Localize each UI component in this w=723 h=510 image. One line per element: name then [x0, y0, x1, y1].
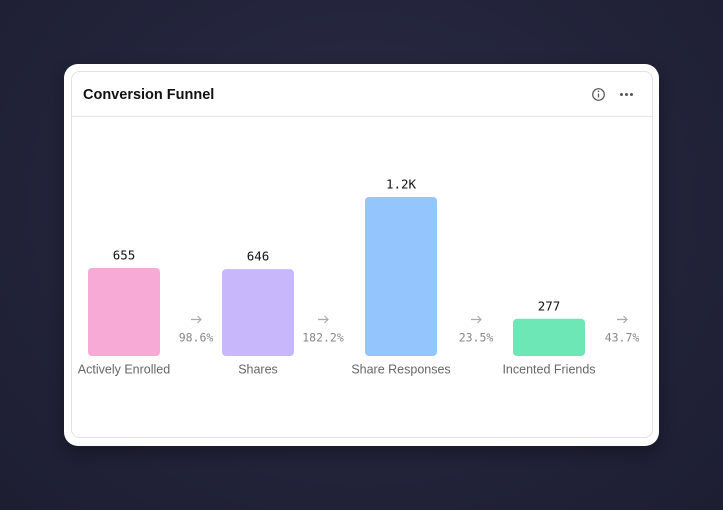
conversion-label: 43.7%: [605, 331, 640, 345]
arrow: [617, 315, 628, 324]
value-label: 1.2K: [386, 177, 417, 192]
conversion-label: 23.5%: [459, 331, 494, 345]
bar: [365, 197, 437, 356]
category-label: N: [685, 362, 694, 376]
arrow: [318, 315, 329, 324]
bar: [88, 267, 160, 356]
category-label: Actively Enrolled: [78, 362, 170, 376]
category-label: Incented Friends: [502, 362, 595, 376]
value-label: 277: [538, 298, 561, 313]
conversion-label: 182.2%: [302, 331, 344, 345]
conversion-label: 98.6%: [179, 331, 214, 345]
info-icon[interactable]: [592, 88, 605, 101]
widget-card: [71, 71, 653, 438]
value-label: 655: [113, 247, 136, 262]
plot: Actively Enrolled 655 Shares 646 Share Respo…: [78, 177, 694, 377]
chart-title: Conversion Funnel: [83, 87, 214, 103]
category-label: Share Responses: [351, 362, 450, 376]
bar: [222, 269, 294, 356]
arrow: [471, 315, 482, 324]
value-label: 646: [247, 249, 270, 264]
more-icon[interactable]: [620, 93, 633, 96]
arrow: [191, 315, 202, 324]
category-label: Shares: [238, 362, 278, 376]
bar: [513, 318, 585, 356]
